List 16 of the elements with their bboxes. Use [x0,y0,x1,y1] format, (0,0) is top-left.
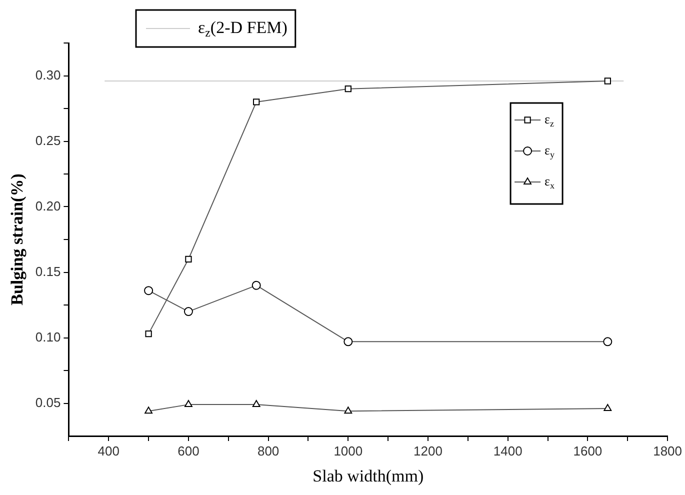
x-tick-label: 1400 [493,443,522,458]
y-tick-label: 0.10 [35,329,61,344]
y-tick-label: 0.15 [35,264,61,279]
y-axis-title: Bulging strain(%) [8,174,27,306]
x-tick-label: 1600 [573,443,602,458]
x-tick-label: 800 [257,443,280,458]
y-tick-label: 0.05 [35,394,61,410]
x-axis-title: Slab width(mm) [312,466,424,486]
y-tick-label: 0.25 [35,132,61,148]
y-tick-label: 0.20 [35,198,61,214]
x-tick-label: 1200 [414,443,442,458]
x-tick-label: 1000 [334,443,363,458]
y-tick-label: 0.30 [35,67,61,82]
x-tick-label: 400 [98,443,120,458]
x-tick-label: 1800 [653,443,682,458]
x-tick-label: 600 [178,443,200,458]
